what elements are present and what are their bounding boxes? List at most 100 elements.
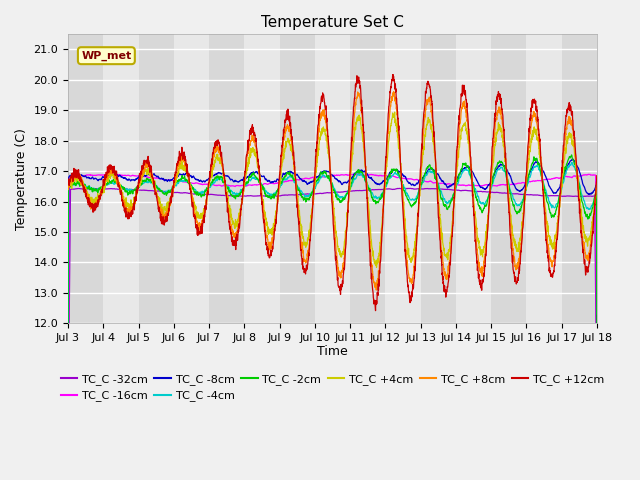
TC_C -4cm (337, 194, 345, 200)
TC_C -16cm (570, 173, 578, 179)
TC_C +8cm (490, 138, 497, 144)
Line: TC_C -4cm: TC_C -4cm (68, 162, 597, 438)
TC_C -8cm (209, 173, 216, 179)
Bar (244, 34, 280, 324)
Line: TC_C +12cm: TC_C +12cm (68, 74, 597, 311)
TC_C +4cm (372, 264, 380, 270)
TC_C -2cm (570, 159, 578, 165)
TC_C +4cm (593, 182, 601, 188)
TC_C -16cm (490, 183, 497, 189)
TC_C +4cm (490, 159, 497, 165)
TC_C +4cm (391, 109, 399, 115)
TC_C -16cm (354, 171, 362, 177)
TC_C -4cm (392, 171, 400, 177)
TC_C -8cm (570, 157, 578, 163)
TC_C -8cm (163, 177, 170, 183)
TC_C +8cm (337, 270, 345, 276)
TC_C +8cm (163, 215, 170, 220)
TC_C -2cm (392, 167, 400, 173)
TC_C -2cm (489, 175, 497, 181)
Bar (68, 34, 103, 324)
TC_C +12cm (64, 179, 72, 185)
Bar (526, 34, 562, 324)
TC_C +12cm (209, 161, 216, 167)
TC_C +12cm (372, 308, 380, 313)
TC_C -32cm (163, 189, 170, 194)
Bar (456, 34, 491, 324)
TC_C -4cm (570, 164, 578, 169)
TC_C +8cm (570, 135, 578, 141)
TC_C +12cm (570, 129, 578, 134)
Legend: TC_C -32cm, TC_C -16cm, TC_C -8cm, TC_C -4cm, TC_C -2cm, TC_C +4cm, TC_C +8cm, T: TC_C -32cm, TC_C -16cm, TC_C -8cm, TC_C … (56, 370, 609, 406)
TC_C -2cm (209, 180, 216, 186)
TC_C -4cm (568, 159, 576, 165)
Bar (280, 34, 315, 324)
TC_C -4cm (593, 311, 601, 317)
TC_C +12cm (490, 129, 497, 134)
TC_C -8cm (489, 173, 497, 179)
Line: TC_C -2cm: TC_C -2cm (68, 155, 597, 357)
Bar (174, 34, 209, 324)
Bar (350, 34, 385, 324)
TC_C -16cm (337, 172, 345, 178)
TC_C -32cm (490, 190, 497, 195)
Bar (491, 34, 526, 324)
TC_C -4cm (163, 189, 170, 194)
Bar (562, 34, 597, 324)
TC_C -4cm (489, 180, 497, 186)
TC_C -16cm (209, 182, 216, 188)
TC_C -8cm (593, 349, 601, 355)
TC_C -16cm (163, 177, 170, 183)
Bar (103, 34, 138, 324)
TC_C -32cm (392, 186, 400, 192)
Line: TC_C -8cm: TC_C -8cm (68, 159, 597, 433)
TC_C +12cm (337, 287, 345, 293)
Line: TC_C -16cm: TC_C -16cm (68, 174, 597, 433)
TC_C +4cm (337, 251, 345, 257)
Text: WP_met: WP_met (81, 50, 131, 61)
TC_C -8cm (337, 180, 345, 186)
Bar (385, 34, 420, 324)
TC_C -2cm (593, 354, 601, 360)
TC_C -4cm (64, 435, 72, 441)
Title: Temperature Set C: Temperature Set C (261, 15, 404, 30)
Line: TC_C -32cm: TC_C -32cm (68, 188, 597, 439)
TC_C +4cm (570, 145, 578, 151)
Line: TC_C +4cm: TC_C +4cm (68, 112, 597, 267)
TC_C +4cm (209, 165, 216, 170)
TC_C -2cm (337, 198, 345, 204)
Bar (420, 34, 456, 324)
TC_C -32cm (337, 189, 345, 195)
Bar (315, 34, 350, 324)
TC_C -32cm (570, 193, 578, 199)
X-axis label: Time: Time (317, 345, 348, 358)
TC_C -2cm (568, 152, 575, 158)
TC_C -16cm (64, 431, 72, 436)
TC_C -32cm (209, 192, 216, 197)
TC_C -8cm (569, 156, 577, 162)
TC_C -32cm (593, 415, 601, 420)
TC_C +8cm (393, 112, 401, 118)
TC_C -32cm (64, 436, 72, 442)
TC_C +12cm (163, 214, 170, 219)
TC_C +8cm (209, 162, 216, 168)
TC_C +12cm (393, 102, 401, 108)
Bar (209, 34, 244, 324)
Y-axis label: Temperature (C): Temperature (C) (15, 128, 28, 229)
TC_C +12cm (389, 72, 397, 77)
Bar (138, 34, 174, 324)
TC_C -4cm (209, 182, 216, 188)
TC_C -16cm (593, 387, 601, 393)
TC_C +4cm (64, 184, 72, 190)
Line: TC_C +8cm: TC_C +8cm (68, 92, 597, 290)
TC_C +12cm (593, 173, 601, 179)
TC_C -2cm (163, 192, 170, 198)
TC_C -8cm (64, 430, 72, 436)
TC_C +8cm (64, 186, 72, 192)
TC_C +8cm (390, 89, 397, 95)
TC_C -32cm (404, 185, 412, 191)
TC_C -16cm (393, 174, 401, 180)
TC_C +4cm (393, 120, 401, 126)
TC_C -8cm (392, 167, 400, 172)
TC_C +8cm (372, 287, 380, 293)
